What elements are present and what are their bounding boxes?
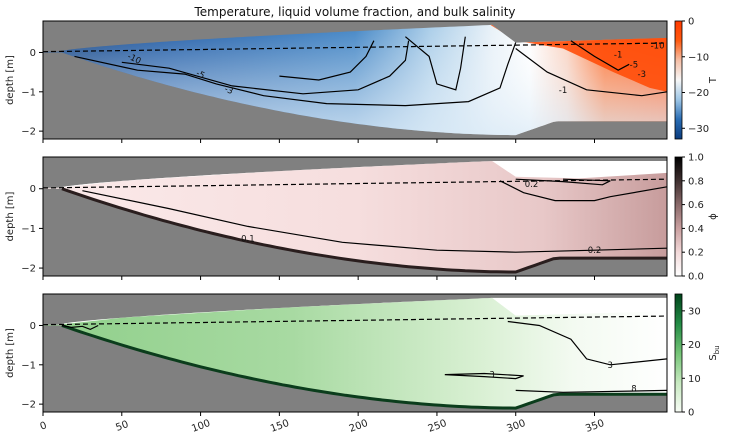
colorbar (674, 293, 683, 413)
contour-line (499, 180, 668, 202)
interface-band (61, 324, 667, 410)
contour-label: -5 (630, 60, 638, 70)
y-tick-label: −1 (21, 87, 36, 98)
contour-line (570, 40, 630, 71)
colorbar-label: T (708, 76, 719, 84)
axes-frame (42, 293, 668, 413)
contour-line (279, 40, 375, 81)
contour-line (507, 320, 668, 366)
y-tick-label: −1 (21, 360, 36, 371)
contour-line (515, 389, 668, 393)
x-tick-label: 50 (114, 419, 130, 434)
y-tick-label: 0 (30, 48, 36, 59)
colorbar-tick-label: 0.4 (688, 224, 704, 235)
contour-line (515, 48, 668, 97)
contour-line (515, 178, 611, 186)
colorbar-tick-label: −20 (688, 88, 709, 99)
y-axis-label: depth [m] (5, 55, 16, 105)
axes-frame (42, 156, 668, 277)
chart-title: Temperature, liquid volume fraction, and… (193, 5, 515, 19)
x-tick-label: 300 (505, 418, 527, 435)
axes-frame (42, 20, 668, 140)
x-tick-label: 250 (427, 418, 449, 435)
liquid-fraction-top-layer (492, 161, 667, 179)
y-tick-label: −2 (21, 264, 36, 275)
contour-label: -1 (614, 50, 622, 60)
contour-label: 0.2 (588, 246, 602, 256)
y-tick-label: −2 (21, 400, 36, 411)
colorbar (674, 156, 683, 277)
x-tick-label: 100 (190, 418, 212, 435)
y-tick-label: 0 (30, 321, 36, 332)
colorbar-tick-label: 0.8 (688, 176, 704, 187)
colorbar-tick-label: 0 (688, 17, 694, 28)
salinity-top-layer (492, 297, 667, 316)
contour-label: 8 (631, 384, 636, 394)
colorbar-tick-label: 0 (688, 408, 694, 419)
contour-label: 3 (489, 371, 494, 381)
x-tick-label: 150 (269, 418, 291, 435)
colorbar-tick-label: 1.0 (688, 153, 704, 164)
x-tick-label: 350 (584, 418, 606, 435)
contour-label: -5 (194, 69, 206, 82)
colorbar-tick-label: 20 (688, 340, 701, 351)
sea-level-line (42, 42, 668, 53)
contour-label: 3 (608, 361, 613, 371)
colorbar-tick-label: −10 (688, 52, 709, 63)
contour-line (74, 42, 517, 107)
contour-label: 0.2 (525, 180, 539, 190)
x-tick-label: 0 (39, 420, 49, 433)
colorbar (674, 20, 683, 140)
contour-line (61, 324, 99, 331)
contour-label: -3 (223, 84, 235, 97)
contour-label: -10 (651, 41, 665, 51)
colorbar-label-subscript: bu (713, 345, 721, 354)
y-axis-label: depth [m] (5, 328, 16, 378)
interface-band (61, 187, 667, 274)
colorbar-tick-label: 0.0 (688, 272, 704, 283)
sea-level-line (42, 315, 668, 326)
y-tick-label: −2 (21, 127, 36, 138)
y-axis-label: depth [m] (5, 191, 16, 241)
contour-line (444, 372, 524, 380)
contour-line (405, 36, 466, 91)
panel-liquid-fraction: 0.1 0.2 0.2 0 −1 −2 depth [m] 1.0 0.8 0.6 0.4 0.2 0.… (5, 153, 719, 283)
contour-label: 0.1 (241, 234, 255, 244)
colorbar-tick-label: 0.6 (688, 200, 704, 211)
contour-line (82, 190, 668, 253)
y-tick-label: −1 (21, 224, 36, 235)
colorbar-tick-label: 0.2 (688, 248, 704, 259)
colorbar-tick-label: −30 (688, 124, 709, 135)
contour-label: -3 (638, 70, 646, 80)
colorbar-label: Sbu (708, 345, 721, 360)
x-tick-label: 200 (348, 418, 370, 435)
contour-label: -1 (559, 86, 567, 96)
sea-level-line (42, 178, 668, 189)
colorbar-tick-label: 30 (688, 306, 701, 317)
contour-line (121, 40, 410, 95)
colorbar-tick-label: 10 (688, 374, 701, 385)
colorbar-label: ϕ (708, 213, 719, 220)
y-tick-label: 0 (30, 184, 36, 195)
